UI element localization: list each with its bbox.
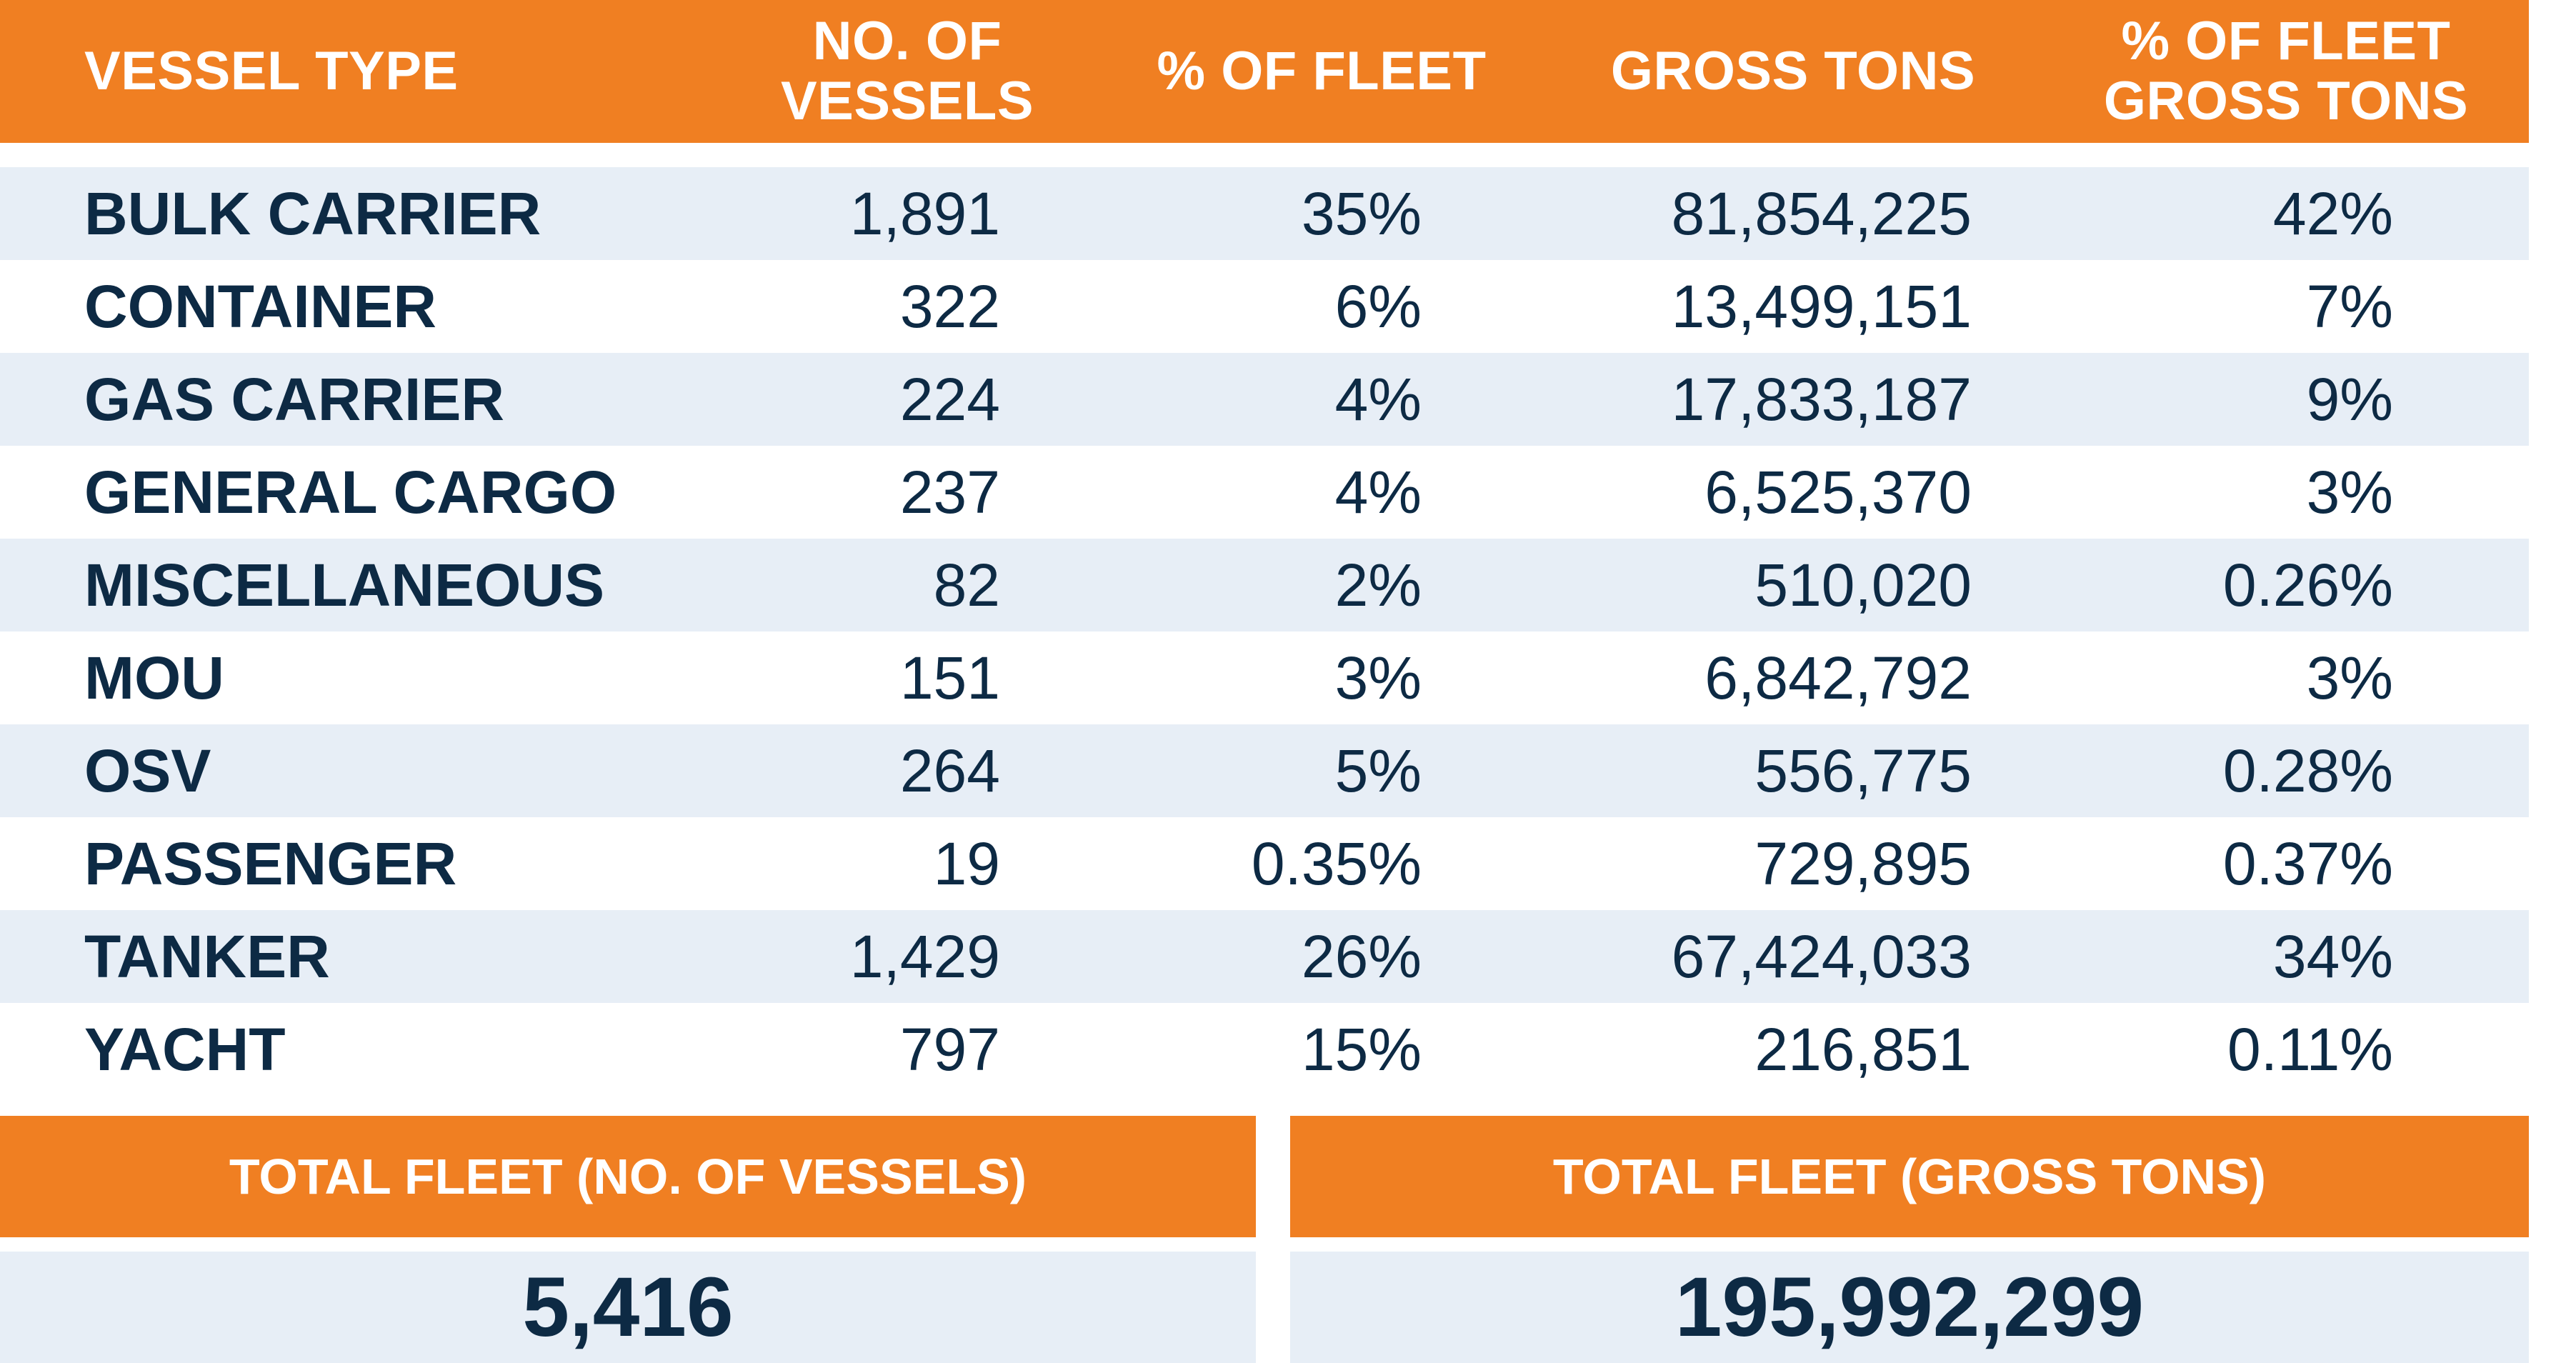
header-gross-tons: GROSS TONS — [1593, 0, 1993, 143]
vessel-type-cell: GENERAL CARGO — [84, 458, 617, 526]
pct-fleet-cell: 15% — [1301, 1015, 1422, 1083]
vessel-count-cell: 797 — [899, 1015, 1000, 1083]
pct-fleet-cell: 3% — [1334, 644, 1422, 712]
header-pct-fleet-gross-tons: % OF FLEET GROSS TONS — [2065, 0, 2507, 143]
pct-gross-cell: 9% — [2306, 365, 2393, 433]
vessel-count-cell: 1,429 — [849, 922, 1000, 990]
total-gross-tons-label: TOTAL FLEET (GROSS TONS) — [1290, 1116, 2529, 1237]
pct-gross-cell: 42% — [2272, 179, 2393, 247]
header-pct-of-fleet-label: % OF FLEET — [1157, 41, 1487, 101]
pct-fleet-cell: 4% — [1334, 458, 1422, 526]
header-pct-of-fleet: % OF FLEET — [1143, 0, 1500, 143]
total-vessels-label: TOTAL FLEET (NO. OF VESSELS) — [0, 1116, 1256, 1237]
table-header: VESSEL TYPE NO. OF VESSELS % OF FLEET GR… — [0, 0, 2529, 143]
vessel-type-cell: OSV — [84, 737, 211, 804]
table-row: MISCELLANEOUS 82 2% 510,020 0.26% — [0, 539, 2529, 631]
vessel-type-cell: BULK CARRIER — [84, 179, 541, 247]
pct-gross-cell: 3% — [2306, 458, 2393, 526]
vessel-type-cell: PASSENGER — [84, 829, 457, 897]
total-gross-tons-value: 195,992,299 — [1290, 1252, 2529, 1363]
header-pct-fleet-gross-line1: % OF FLEET — [2121, 11, 2451, 71]
header-pct-fleet-gross-line2: GROSS TONS — [2103, 71, 2469, 131]
gross-tons-cell: 13,499,151 — [1671, 272, 1972, 340]
pct-gross-cell: 34% — [2272, 922, 2393, 990]
table-row: GENERAL CARGO 237 4% 6,525,370 3% — [0, 446, 2529, 539]
header-vessel-type: VESSEL TYPE — [84, 0, 584, 143]
table-row: GAS CARRIER 224 4% 17,833,187 9% — [0, 353, 2529, 446]
table-row: TANKER 1,429 26% 67,424,033 34% — [0, 910, 2529, 1003]
pct-fleet-cell: 26% — [1301, 922, 1422, 990]
gross-tons-cell: 6,525,370 — [1704, 458, 1972, 526]
vessel-count-cell: 264 — [899, 737, 1000, 804]
vessel-count-cell: 322 — [899, 272, 1000, 340]
header-vessel-type-label: VESSEL TYPE — [84, 41, 459, 101]
pct-gross-cell: 0.11% — [2227, 1015, 2393, 1083]
gross-tons-cell: 510,020 — [1754, 551, 1972, 619]
pct-fleet-cell: 6% — [1334, 272, 1422, 340]
gross-tons-cell: 216,851 — [1754, 1015, 1972, 1083]
pct-fleet-cell: 4% — [1334, 365, 1422, 433]
vessel-count-cell: 19 — [933, 829, 1000, 897]
header-no-of-vessels-line2: VESSELS — [780, 71, 1034, 131]
header-no-of-vessels-line1: NO. OF — [812, 11, 1002, 71]
vessel-type-cell: TANKER — [84, 922, 330, 990]
vessel-count-cell: 1,891 — [849, 179, 1000, 247]
header-no-of-vessels: NO. OF VESSELS — [779, 0, 1036, 143]
table-row: OSV 264 5% 556,775 0.28% — [0, 724, 2529, 817]
gross-tons-cell: 6,842,792 — [1704, 644, 1972, 712]
table-row: MOU 151 3% 6,842,792 3% — [0, 631, 2529, 724]
table-body: BULK CARRIER 1,891 35% 81,854,225 42% CO… — [0, 167, 2529, 1096]
gross-tons-cell: 556,775 — [1754, 737, 1972, 804]
vessel-count-cell: 237 — [899, 458, 1000, 526]
pct-fleet-cell: 5% — [1334, 737, 1422, 804]
pct-gross-cell: 0.26% — [2222, 551, 2393, 619]
vessel-type-cell: YACHT — [84, 1015, 286, 1083]
pct-fleet-cell: 35% — [1301, 179, 1422, 247]
vessel-type-cell: MOU — [84, 644, 224, 712]
vessel-count-cell: 224 — [899, 365, 1000, 433]
vessel-count-cell: 151 — [899, 644, 1000, 712]
total-vessels-value: 5,416 — [0, 1252, 1256, 1363]
pct-gross-cell: 0.28% — [2222, 737, 2393, 804]
vessel-type-cell: GAS CARRIER — [84, 365, 505, 433]
vessel-count-cell: 82 — [933, 551, 1000, 619]
vessel-type-cell: CONTAINER — [84, 272, 437, 340]
gross-tons-cell: 17,833,187 — [1671, 365, 1972, 433]
vessel-type-cell: MISCELLANEOUS — [84, 551, 605, 619]
gross-tons-cell: 81,854,225 — [1671, 179, 1972, 247]
table-row: BULK CARRIER 1,891 35% 81,854,225 42% — [0, 167, 2529, 260]
pct-fleet-cell: 2% — [1334, 551, 1422, 619]
table-row: YACHT 797 15% 216,851 0.11% — [0, 1003, 2529, 1096]
gross-tons-cell: 67,424,033 — [1671, 922, 1972, 990]
pct-gross-cell: 3% — [2306, 644, 2393, 712]
pct-fleet-cell: 0.35% — [1251, 829, 1422, 897]
pct-gross-cell: 7% — [2306, 272, 2393, 340]
pct-gross-cell: 0.37% — [2222, 829, 2393, 897]
header-gross-tons-label: GROSS TONS — [1610, 41, 1976, 101]
table-row: PASSENGER 19 0.35% 729,895 0.37% — [0, 817, 2529, 910]
table-row: CONTAINER 322 6% 13,499,151 7% — [0, 260, 2529, 353]
gross-tons-cell: 729,895 — [1754, 829, 1972, 897]
